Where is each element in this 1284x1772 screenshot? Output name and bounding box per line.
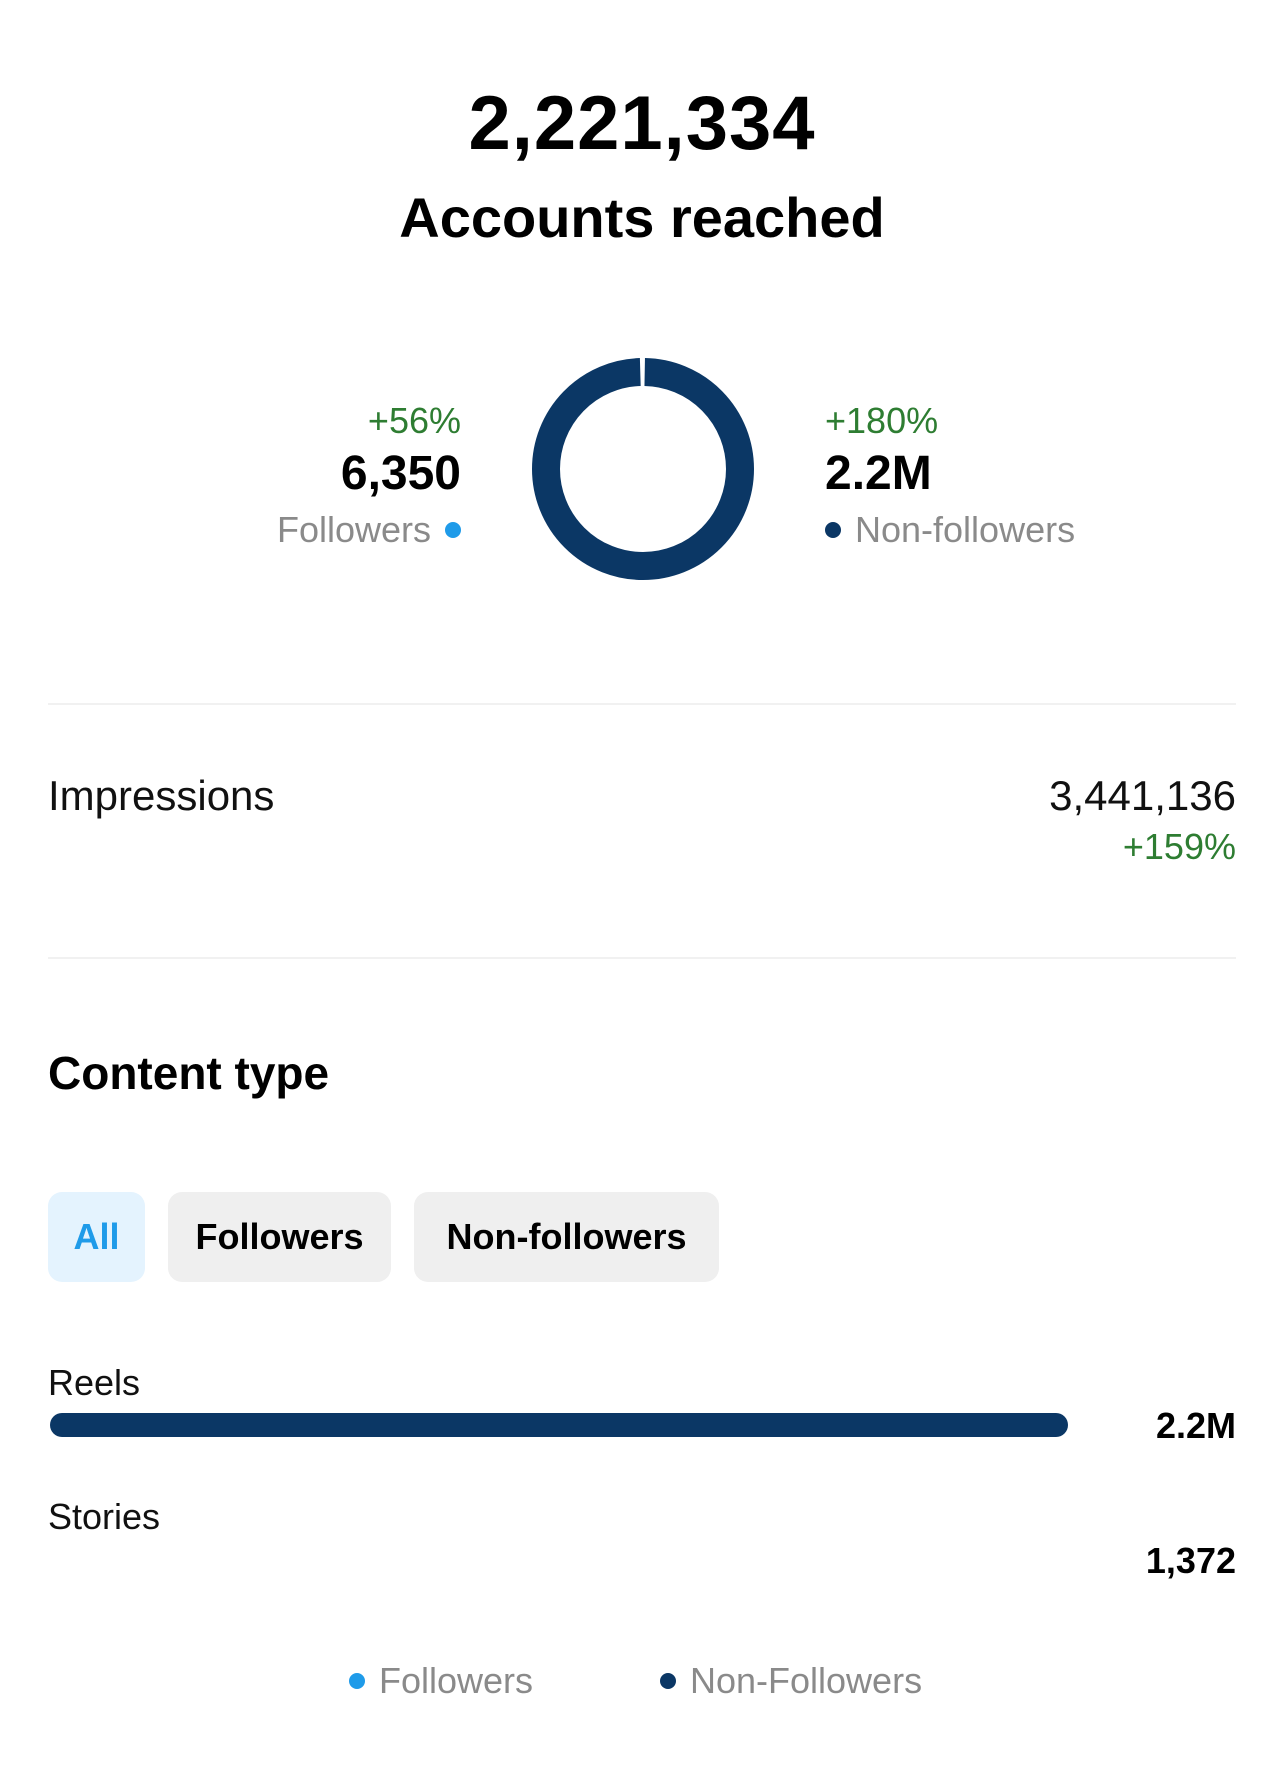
content-type-title: Content type	[48, 1047, 330, 1099]
stories-value: 1,372	[1145, 1540, 1236, 1581]
tab-all[interactable]: All	[48, 1192, 145, 1282]
stories-label: Stories	[48, 1496, 161, 1537]
non-followers-change: +180%	[825, 400, 939, 441]
donut-slice-followers	[532, 358, 754, 580]
followers-label: Followers	[276, 509, 431, 550]
donut-slice-non-followers	[532, 358, 754, 580]
reels-value: 2.2M	[1155, 1405, 1236, 1446]
legend-non-followers-dot-icon	[660, 1673, 676, 1689]
divider	[48, 703, 1236, 705]
reels-bar-track	[50, 1413, 1068, 1437]
impressions-label: Impressions	[48, 772, 275, 819]
tab-non-followers[interactable]: Non-followers	[414, 1192, 719, 1282]
followers-value: 6,350	[340, 447, 461, 500]
followers-stat: +56% 6,350 Followers	[277, 400, 461, 551]
followers-dot-icon	[445, 522, 461, 538]
non-followers-label-row: Non-followers	[825, 509, 1075, 551]
legend-non-followers-label: Non-Followers	[690, 1660, 923, 1701]
reels-label: Reels	[48, 1362, 141, 1403]
followers-label-row: Followers	[277, 509, 461, 551]
legend-followers-label: Followers	[379, 1660, 534, 1701]
impressions-value: 3,441,136	[1049, 772, 1236, 819]
page-title: Accounts reached	[399, 186, 885, 249]
impressions-change: +159%	[1122, 826, 1236, 867]
divider	[48, 957, 1236, 959]
legend-non-followers: Non-Followers	[660, 1660, 922, 1702]
non-followers-value: 2.2M	[825, 447, 932, 500]
reels-bar	[50, 1413, 1068, 1437]
followers-change: +56%	[367, 400, 461, 441]
accounts-reached-total: 2,221,334	[468, 81, 816, 166]
legend-followers: Followers	[349, 1660, 533, 1702]
non-followers-dot-icon	[825, 522, 841, 538]
non-followers-label: Non-followers	[855, 509, 1076, 550]
reach-donut-chart	[532, 358, 754, 580]
legend-followers-dot-icon	[349, 1673, 365, 1689]
tab-followers[interactable]: Followers	[168, 1192, 391, 1282]
non-followers-stat: +180% 2.2M Non-followers	[825, 400, 1075, 551]
